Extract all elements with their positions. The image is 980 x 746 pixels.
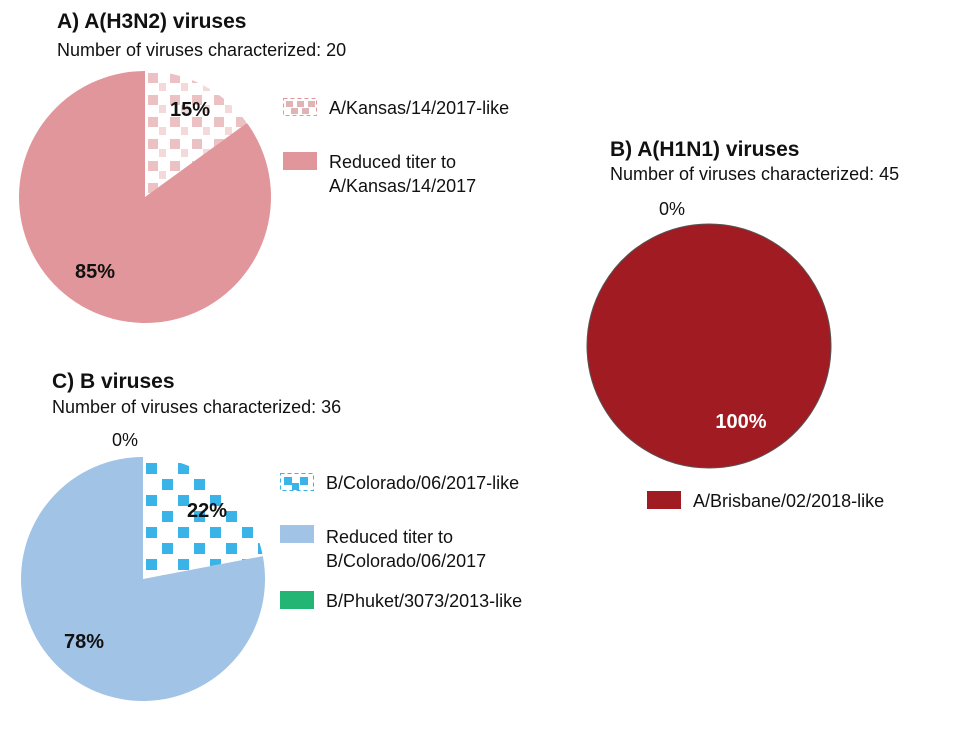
legend-swatch-colorado-reduced (280, 525, 314, 543)
legend-item-colorado-reduced: Reduced titer to B/Colorado/06/2017 (280, 525, 522, 573)
chart-b-slice-1-label: 0% (659, 199, 685, 219)
legend-item-kansas-like: A/Kansas/14/2017-like (283, 96, 509, 120)
chart-a-slice-1 (19, 71, 271, 323)
chart-c-legend: B/Colorado/06/2017-like Reduced titer to… (280, 471, 522, 613)
chart-c-slice-1 (20, 457, 266, 701)
chart-c-slice-2-label: 0% (112, 430, 138, 450)
legend-item-kansas-reduced: Reduced titer to A/Kansas/14/2017 (283, 150, 509, 198)
chart-c-slice-1-label: 78% (64, 631, 104, 653)
chart-a-title: A) A(H3N2) viruses (57, 10, 247, 33)
chart-b-legend: A/Brisbane/02/2018-like (647, 489, 884, 513)
legend-label-kansas-like: A/Kansas/14/2017-like (329, 98, 510, 118)
chart-b-slice-0 (586, 223, 832, 469)
chart-c-slice-0-label: 22% (187, 500, 227, 522)
legend-label-colorado-reduced: Reduced titer to B/Colorado/06/2017 (326, 527, 487, 571)
legend-label-colorado-like: B/Colorado/06/2017-like (326, 473, 520, 493)
legend-item-phuket-like: B/Phuket/3073/2013-like (280, 589, 522, 613)
legend-item-colorado-like: B/Colorado/06/2017-like (280, 471, 522, 495)
chart-a-slice-0-label: 15% (170, 99, 210, 121)
chart-b-slices: 100% 0% (586, 199, 832, 469)
legend-label-brisbane-like: A/Brisbane/02/2018-like (693, 491, 885, 511)
chart-a-subtitle: Number of viruses characterized: 20 (57, 40, 347, 60)
legend-label-kansas-reduced: Reduced titer to A/Kansas/14/2017 (329, 152, 477, 196)
chart-a-slice-0 (145, 71, 247, 197)
chart-c-slice-0 (143, 457, 263, 579)
legend-swatch-brisbane-like (647, 491, 681, 509)
chart-b-title: B) A(H1N1) viruses (610, 138, 800, 161)
legend-swatch-kansas-like (283, 98, 317, 116)
legend-swatch-phuket-like (280, 591, 314, 609)
legend-swatch-colorado-like (280, 473, 314, 491)
chart-b-slice-0-label: 100% (715, 411, 766, 433)
chart-c-title: C) B viruses (52, 370, 175, 393)
legend-item-brisbane-like: A/Brisbane/02/2018-like (647, 489, 884, 513)
legend-label-phuket-like: B/Phuket/3073/2013-like (326, 591, 523, 611)
chart-c-slices: 22% 78% 0% (20, 430, 266, 701)
chart-a-legend: A/Kansas/14/2017-like Reduced titer to A… (283, 96, 509, 198)
chart-a-slice-1-label: 85% (75, 261, 115, 283)
chart-c-subtitle: Number of viruses characterized: 36 (52, 397, 342, 417)
chart-b-subtitle: Number of viruses characterized: 45 (610, 164, 900, 184)
chart-a-slices: 15% 85% (19, 71, 271, 323)
legend-swatch-kansas-reduced (283, 152, 317, 170)
